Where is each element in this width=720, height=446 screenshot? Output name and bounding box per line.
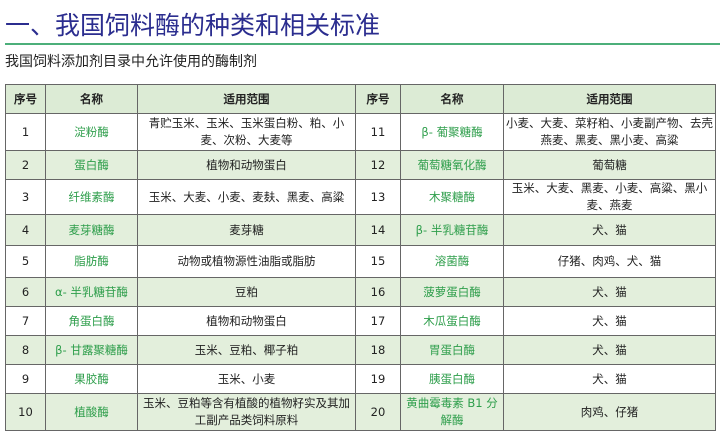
row-number: 4 (5, 214, 46, 246)
enzyme-name: 脂肪酶 (45, 245, 138, 278)
enzyme-name: 葡萄糖氧化酶 (400, 150, 504, 180)
applicable-scope: 豆粕 (137, 277, 356, 307)
title-divider (5, 43, 720, 45)
subtitle: 我国饲料添加剂目录中允许使用的酶制剂 (5, 54, 257, 70)
applicable-scope: 犬、猫 (503, 214, 716, 246)
applicable-scope: 葡萄糖 (503, 150, 716, 180)
enzyme-name: β- 甘露聚糖酶 (45, 335, 138, 365)
applicable-scope: 肉鸡、仔猪 (503, 393, 716, 431)
row-number: 12 (355, 150, 401, 180)
enzyme-table: 序号 名称 适用范围 序号 名称 适用范围 1 淀粉酶 青贮玉米、玉米、玉米蛋白粉、… (5, 84, 716, 431)
applicable-scope: 小麦、大麦、菜籽粕、小麦副产物、去壳燕麦、黑麦、黑小麦、高粱 (503, 113, 716, 151)
header-scope: 适用范围 (503, 84, 716, 114)
table-row: 8 β- 甘露聚糖酶 玉米、豆粕、椰子粕 18 胃蛋白酶 犬、猫 (5, 335, 716, 365)
row-number: 11 (355, 113, 401, 151)
enzyme-name: 果胶酶 (45, 364, 138, 394)
applicable-scope: 麦芽糖 (137, 214, 356, 246)
header-row: 序号 名称 适用范围 序号 名称 适用范围 (5, 84, 716, 114)
row-number: 6 (5, 277, 46, 307)
row-number: 3 (5, 179, 46, 215)
enzyme-name: β- 半乳糖苷酶 (400, 214, 504, 246)
enzyme-name: 麦芽糖酶 (45, 214, 138, 246)
enzyme-name: 菠萝蛋白酶 (400, 277, 504, 307)
applicable-scope: 仔猪、肉鸡、犬、猫 (503, 245, 716, 278)
applicable-scope: 植物和动物蛋白 (137, 150, 356, 180)
row-number: 10 (5, 393, 46, 431)
row-number: 19 (355, 364, 401, 394)
header-no: 序号 (5, 84, 46, 114)
enzyme-name: 胃蛋白酶 (400, 335, 504, 365)
applicable-scope: 玉米、大麦、小麦、麦麸、黑麦、高粱 (137, 179, 356, 215)
table-row: 4 麦芽糖酶 麦芽糖 14 β- 半乳糖苷酶 犬、猫 (5, 214, 716, 246)
row-number: 5 (5, 245, 46, 278)
table-row: 3 纤维素酶 玉米、大麦、小麦、麦麸、黑麦、高粱 13 木聚糖酶 玉米、大麦、黑麦、小麦、… (5, 179, 716, 215)
enzyme-name: α- 半乳糖苷酶 (45, 277, 138, 307)
row-number: 15 (355, 245, 401, 278)
applicable-scope: 犬、猫 (503, 364, 716, 394)
header-name: 名称 (45, 84, 138, 114)
row-number: 16 (355, 277, 401, 307)
applicable-scope: 植物和动物蛋白 (137, 306, 356, 336)
row-number: 17 (355, 306, 401, 336)
page-title: 一、我国饲料酶的种类和相关标准 (5, 11, 381, 40)
row-number: 8 (5, 335, 46, 365)
table-row: 5 脂肪酶 动物或植物源性油脂或脂肪 15 溶菌酶 仔猪、肉鸡、犬、猫 (5, 245, 716, 278)
table-row: 2 蛋白酶 植物和动物蛋白 12 葡萄糖氧化酶 葡萄糖 (5, 150, 716, 180)
row-number: 9 (5, 364, 46, 394)
table-row: 9 果胶酶 玉米、小麦 19 胰蛋白酶 犬、猫 (5, 364, 716, 394)
row-number: 2 (5, 150, 46, 180)
applicable-scope: 玉米、小麦 (137, 364, 356, 394)
enzyme-name: 蛋白酶 (45, 150, 138, 180)
enzyme-name: 角蛋白酶 (45, 306, 138, 336)
row-number: 14 (355, 214, 401, 246)
enzyme-name: 纤维素酶 (45, 179, 138, 215)
enzyme-name: 木聚糖酶 (400, 179, 504, 215)
table-row: 1 淀粉酶 青贮玉米、玉米、玉米蛋白粉、粕、小麦、次粉、大麦等 11 β- 葡聚糖酶 小麦… (5, 113, 716, 151)
row-number: 7 (5, 306, 46, 336)
applicable-scope: 犬、猫 (503, 335, 716, 365)
enzyme-name: 植酸酶 (45, 393, 138, 431)
row-number: 13 (355, 179, 401, 215)
applicable-scope: 玉米、豆粕等含有植酸的植物籽实及其加工副产品类饲料原料 (137, 393, 356, 431)
applicable-scope: 玉米、大麦、黑麦、小麦、高粱、黑小麦、燕麦 (503, 179, 716, 215)
header-name: 名称 (400, 84, 504, 114)
applicable-scope: 犬、猫 (503, 277, 716, 307)
applicable-scope: 动物或植物源性油脂或脂肪 (137, 245, 356, 278)
header-scope: 适用范围 (137, 84, 356, 114)
row-number: 20 (355, 393, 401, 431)
row-number: 1 (5, 113, 46, 151)
row-number: 18 (355, 335, 401, 365)
table-row: 10 植酸酶 玉米、豆粕等含有植酸的植物籽实及其加工副产品类饲料原料 20 黄曲霉毒素 … (5, 393, 716, 431)
enzyme-name: 溶菌酶 (400, 245, 504, 278)
applicable-scope: 青贮玉米、玉米、玉米蛋白粉、粕、小麦、次粉、大麦等 (137, 113, 356, 151)
enzyme-name: 淀粉酶 (45, 113, 138, 151)
table-row: 7 角蛋白酶 植物和动物蛋白 17 木瓜蛋白酶 犬、猫 (5, 306, 716, 336)
enzyme-name: 黄曲霉毒素 B1 分解酶 (400, 393, 504, 431)
applicable-scope: 犬、猫 (503, 306, 716, 336)
table-row: 6 α- 半乳糖苷酶 豆粕 16 菠萝蛋白酶 犬、猫 (5, 277, 716, 307)
enzyme-name: β- 葡聚糖酶 (400, 113, 504, 151)
enzyme-name: 木瓜蛋白酶 (400, 306, 504, 336)
header-no: 序号 (355, 84, 401, 114)
applicable-scope: 玉米、豆粕、椰子粕 (137, 335, 356, 365)
enzyme-name: 胰蛋白酶 (400, 364, 504, 394)
